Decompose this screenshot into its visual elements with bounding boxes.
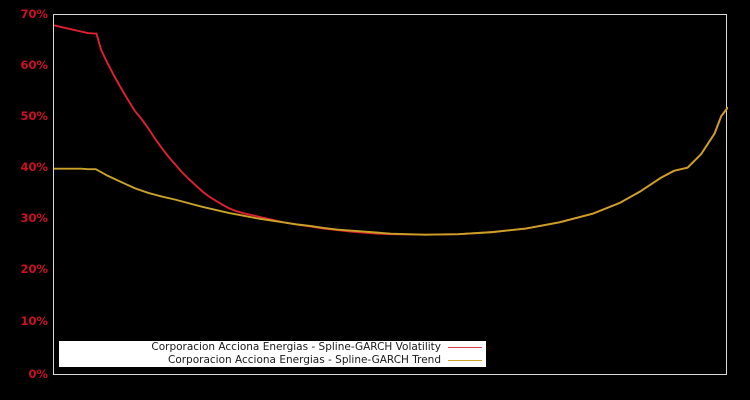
series-lines [54, 24, 728, 236]
legend-label-volatility: Corporacion Acciona Energias - Spline-GA… [151, 341, 441, 354]
y-axis-tick-labels: 70% 60% 50% 40% 30% 20% 10% 0% [0, 0, 48, 400]
y-axis-tick-label: 70% [20, 7, 48, 21]
trend-line-swatch [448, 360, 482, 361]
volatility-line [54, 24, 728, 236]
y-axis-tick-label: 30% [20, 211, 48, 225]
y-axis-tick-label: 40% [20, 160, 48, 174]
y-axis-tick-label: 10% [20, 314, 48, 328]
y-axis-tick-label: 60% [20, 58, 48, 72]
plot-area [53, 14, 728, 375]
y-axis-tick-label: 0% [28, 367, 48, 381]
trend-line [54, 106, 728, 236]
legend-label-trend: Corporacion Acciona Energias - Spline-GA… [167, 354, 441, 367]
legend: Corporacion Acciona Energias - Spline-GA… [59, 341, 486, 367]
series-canvas [54, 24, 728, 236]
legend-entry-volatility: Corporacion Acciona Energias - Spline-GA… [59, 341, 486, 354]
y-axis-tick-label: 50% [20, 109, 48, 123]
y-axis-tick-label: 20% [20, 262, 48, 276]
legend-entry-trend: Corporacion Acciona Energias - Spline-GA… [59, 354, 486, 367]
volatility-line-swatch [448, 347, 482, 348]
